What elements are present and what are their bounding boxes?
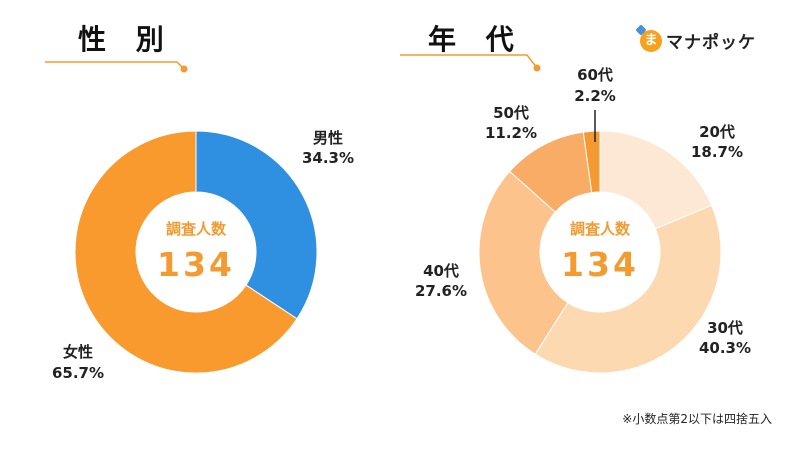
age-slice-category: 40代: [423, 262, 459, 280]
age-slice-label-30s: 30代 40.3%: [699, 319, 751, 357]
brand-logo-icon: ま: [640, 29, 662, 52]
gender-slice-label-female: 女性 65.7%: [52, 343, 104, 382]
age-slice-category: 30代: [707, 319, 743, 337]
gender-section-title: 性 別: [78, 23, 174, 56]
age-slice-label-20s: 20代 18.7%: [691, 123, 743, 161]
age-slice-category: 50代: [493, 104, 529, 122]
age-title-underline-dot: [533, 64, 541, 72]
age-title-underline: [400, 54, 538, 69]
age-slice-percent: 2.2%: [574, 87, 616, 105]
age-slice-1: [534, 204, 722, 374]
age-slice-label-40s: 40代 27.6%: [415, 262, 467, 300]
age-slice-4: [582, 130, 601, 194]
age-slice-label-60s: 60代 2.2%: [574, 66, 616, 105]
gender-center-value: 134: [157, 245, 235, 284]
age-center-value: 134: [561, 245, 639, 284]
age-section-title: 年 代: [428, 23, 524, 56]
brand-logo: ま マナポッケ: [640, 28, 756, 53]
age-slice-percent: 11.2%: [485, 124, 537, 142]
age-center-label: 調査人数: [570, 220, 631, 238]
gender-slice-percent: 34.3%: [302, 149, 354, 167]
gender-slice-category: 男性: [313, 129, 343, 147]
age-slice-percent: 18.7%: [691, 143, 743, 161]
gender-slice-label-male: 男性 34.3%: [302, 129, 354, 167]
age-slice-2: [478, 170, 569, 355]
age-slice-category: 60代: [577, 66, 613, 84]
gender-slice-0: [195, 130, 318, 320]
gender-slice-1: [74, 130, 298, 374]
age-slice-percent: 40.3%: [699, 339, 751, 357]
gender-title-underline-dot: [180, 65, 188, 73]
gender-title-underline: [45, 61, 185, 70]
age-slice-label-50s: 50代 11.2%: [485, 104, 537, 142]
age-slice-0: [599, 130, 713, 230]
gender-center-label: 調査人数: [166, 220, 227, 238]
gender-slice-category: 女性: [63, 343, 93, 361]
brand-logo-text: マナポッケ: [666, 33, 756, 53]
gender-slice-percent: 65.7%: [52, 364, 104, 382]
age-slice-category: 20代: [699, 123, 735, 141]
age-slice-percent: 27.6%: [415, 282, 467, 300]
rounding-footnote: ※小数点第2以下は四捨五入: [622, 412, 772, 426]
